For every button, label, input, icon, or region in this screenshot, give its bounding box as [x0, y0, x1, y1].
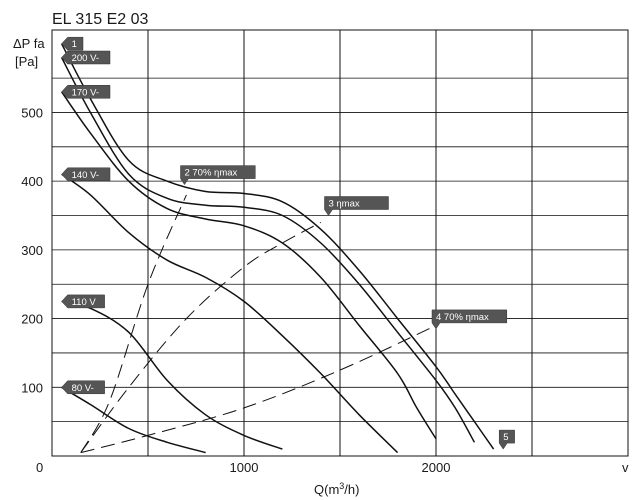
grid [51, 29, 629, 457]
y-axis-label-line1: ΔP fa [13, 36, 45, 51]
curve-tags: 1 200 V- 170 V- 140 V- 110 V 80 V- 2 70% ηmax 3… [61, 36, 515, 450]
curve-tag-label: 200 V- [72, 53, 99, 64]
fan-curve [60, 43, 495, 450]
tick-labels: 1000 2000 100 200 300 400 500 [21, 105, 450, 475]
y-tick-label: 500 [21, 105, 43, 120]
y-tick-label: 300 [21, 243, 43, 258]
fan-curve [60, 91, 437, 440]
curve-tag-label: 5 [503, 432, 508, 443]
x-axis-unit-label: v [622, 460, 629, 475]
x-axis-label-suffix: /h) [344, 482, 359, 497]
x-axis-label: Q(m3/h) [314, 481, 359, 497]
fan-curve [61, 173, 399, 454]
chart-title: EL 315 E2 03 [52, 11, 148, 28]
curve-tag-shape [61, 36, 84, 51]
curve-tag-shape [61, 50, 111, 65]
curve-tag-shape [61, 380, 105, 395]
curve-tag-shape [324, 196, 389, 216]
curve-tag-shape [498, 429, 515, 450]
x-axis-label-prefix: Q(m [314, 482, 339, 497]
y-axis-label-line2: [Pa] [15, 54, 38, 69]
curve-tag-shape [431, 309, 508, 330]
curve-tag-label: 80 V- [72, 383, 94, 394]
curve-tag-shape [180, 165, 256, 186]
series-group [60, 43, 495, 454]
fan-curve [61, 386, 206, 454]
y-tick-label: 100 [21, 380, 43, 395]
curve-tag-label: 1 [72, 39, 77, 50]
curve-tag-shape [61, 167, 111, 182]
efficiency-line [80, 194, 187, 453]
x-axis-label-sup: 3 [339, 481, 344, 491]
origin-label: 0 [36, 460, 43, 475]
curve-tag-label: 3 ηmax [328, 199, 359, 210]
x-tick-label: 1000 [230, 460, 259, 475]
curve-tag-label: 2 70% ηmax [184, 168, 237, 179]
curve-tag-shape [61, 294, 105, 309]
curve-tag-shape [61, 85, 111, 99]
curve-tag-label: 170 V- [72, 87, 99, 98]
curve-tag-label: 140 V- [72, 170, 99, 181]
fan-curve [61, 300, 283, 450]
y-tick-label: 200 [21, 312, 43, 327]
curve-tag-label: 4 70% ηmax [436, 312, 489, 323]
efficiency-line [80, 221, 322, 453]
fan-curve [60, 57, 476, 443]
y-tick-label: 400 [21, 174, 43, 189]
x-tick-label: 2000 [422, 460, 451, 475]
curve-tag-label: 110 V [72, 297, 97, 308]
efficiency-line [80, 325, 437, 454]
